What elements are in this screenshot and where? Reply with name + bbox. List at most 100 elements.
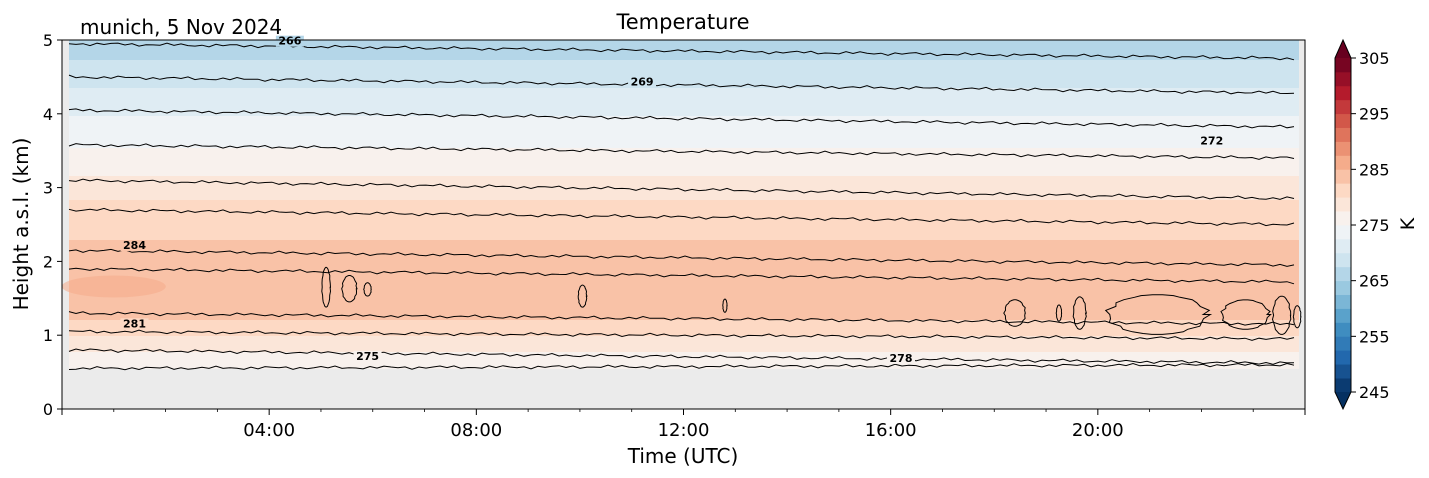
colorbar-band (1335, 225, 1351, 240)
temperature-band (69, 112, 1299, 117)
closed-contour (321, 266, 332, 308)
temperature-band (69, 108, 1299, 113)
colorbar-band (1335, 238, 1351, 254)
temperature-band (69, 252, 1299, 257)
temperature-band (69, 364, 1299, 369)
temperature-band (69, 356, 1299, 361)
temperature-band (69, 84, 1299, 89)
temperature-band (69, 316, 1299, 321)
y-tick-label: 1 (43, 326, 53, 345)
chart-title: Temperature (615, 10, 749, 34)
contour-line (68, 267, 1295, 285)
contour-line (68, 74, 1295, 95)
temperature-band (69, 300, 1299, 305)
colorbar-bands (1335, 40, 1351, 409)
colorbar-band (1335, 308, 1351, 323)
x-axis: 04:00 08:00 12:00 16:00 20:00 (61, 409, 1306, 441)
contour-label-bg (628, 76, 657, 88)
x-tick-label: 20:00 (1072, 420, 1124, 441)
x-tick-label: 04:00 (243, 420, 295, 441)
temperature-band (69, 172, 1299, 177)
temperature-band (69, 208, 1299, 213)
temperature-band (69, 128, 1299, 133)
temperature-band (69, 368, 1299, 369)
temperature-band (69, 168, 1299, 173)
y-tick-label: 0 (43, 400, 53, 419)
x-tick-label: 08:00 (450, 420, 502, 441)
closed-contour (363, 282, 372, 297)
temperature-band (69, 44, 1299, 49)
contour-label: 275 (356, 350, 379, 363)
temperature-band (69, 164, 1299, 169)
contour-label: 281 (123, 317, 146, 330)
temperature-band (69, 72, 1299, 77)
y-tick-label: 3 (43, 179, 53, 198)
colorbar-tick-label: 265 (1359, 272, 1390, 291)
temperature-band (69, 96, 1299, 101)
temperature-band (69, 176, 1299, 181)
contour-label-bg (120, 318, 149, 330)
contour-labels: 275 278 281 284 272 269 266 (120, 35, 1226, 365)
contour-line (68, 348, 1295, 365)
colorbar-tick-label: 275 (1359, 216, 1390, 235)
temperature-band (69, 40, 1299, 45)
temperature-band (69, 76, 1299, 81)
colorbar-band (1335, 183, 1351, 198)
y-tick-label: 5 (43, 31, 53, 50)
colorbar-tick-label: 255 (1359, 327, 1390, 346)
colorbar-band (1335, 127, 1351, 142)
y-tick-label: 4 (43, 105, 53, 124)
colorbar-band (1335, 155, 1351, 170)
temperature-band (69, 100, 1299, 105)
colorbar-band (1335, 336, 1351, 351)
contour-line (68, 108, 1295, 129)
temperature-band (69, 276, 1299, 281)
temperature-band (69, 344, 1299, 349)
temperature-band (69, 228, 1299, 233)
contour-label: 266 (278, 35, 301, 48)
temperature-band (69, 148, 1299, 153)
temperature-band (69, 296, 1299, 301)
colorbar-band (1335, 197, 1351, 212)
colorbar-band (1335, 141, 1351, 156)
colorbar-band (1335, 85, 1351, 101)
temperature-band (69, 212, 1299, 217)
colorbar-tick-label: 285 (1359, 160, 1390, 179)
colorbar-band (1335, 58, 1351, 73)
closed-contour (1271, 295, 1292, 335)
colorbar-band (1335, 169, 1351, 184)
temperature-band (69, 88, 1299, 93)
colorbar-band (1335, 280, 1351, 295)
contour-line (68, 329, 1295, 341)
temperature-band (69, 196, 1299, 201)
temperature-band (69, 192, 1299, 197)
closed-contour (1003, 299, 1026, 327)
temperature-band (69, 104, 1299, 109)
temperature-fill (62, 40, 1299, 369)
temperature-band (69, 264, 1299, 269)
contour-label-bg (887, 353, 916, 365)
colorbar-tick-label: 295 (1359, 105, 1390, 124)
contour-line (68, 143, 1295, 160)
temperature-band (69, 56, 1299, 61)
temperature-band (69, 288, 1299, 293)
colorbar-band (1335, 322, 1351, 337)
temperature-band (69, 352, 1299, 357)
plot-area: 275 278 281 284 272 269 266 (61, 35, 1306, 410)
colorbar-extend-bottom (1335, 392, 1351, 409)
temperature-band (69, 52, 1299, 57)
contour-line (68, 178, 1295, 200)
temperature-band (69, 92, 1299, 97)
temperature-band (69, 332, 1299, 337)
temperature-band (69, 340, 1299, 345)
contour-label-bg (120, 240, 149, 252)
closed-contour (341, 275, 358, 303)
y-tick-label: 2 (43, 252, 53, 271)
temperature-band (69, 60, 1299, 65)
temperature-band (69, 260, 1299, 265)
temperature-band (69, 140, 1299, 145)
colorbar-band (1335, 113, 1351, 128)
closed-contour (577, 284, 588, 308)
contour-label-bg (275, 35, 304, 47)
